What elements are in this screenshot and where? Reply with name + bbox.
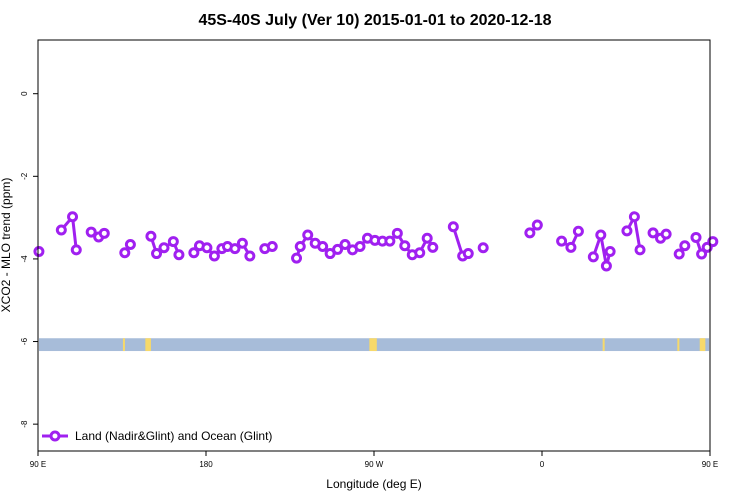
- data-point: [294, 241, 306, 253]
- legend-label: Land (Nadir&Glint) and Ocean (Glint): [75, 429, 272, 443]
- data-point: [707, 236, 719, 248]
- data-point: [119, 247, 131, 259]
- data-point: [647, 227, 659, 239]
- data-point: [173, 249, 185, 261]
- land-patch: [677, 338, 680, 352]
- y-tick-label: -2: [20, 172, 29, 180]
- data-point: [302, 229, 314, 241]
- data-point: [447, 221, 459, 233]
- data-point: [696, 248, 708, 260]
- data-point: [188, 247, 200, 259]
- data-point: [587, 251, 599, 263]
- x-tick-label: 90 E: [30, 460, 46, 469]
- land-patch: [122, 338, 125, 352]
- data-point: [291, 252, 303, 264]
- data-point: [229, 243, 241, 255]
- x-tick-label: 0: [540, 460, 545, 469]
- data-point: [421, 232, 433, 244]
- x-tick-label: 90 W: [365, 460, 384, 469]
- series-layer: [33, 211, 719, 272]
- y-tick-label: -4: [20, 255, 29, 263]
- data-point: [399, 240, 411, 252]
- data-point: [690, 231, 702, 243]
- data-point: [531, 219, 543, 231]
- data-point: [98, 227, 110, 239]
- data-point: [391, 227, 403, 239]
- data-point: [634, 244, 646, 256]
- data-point: [33, 245, 45, 257]
- chart-title: 45S-40S July (Ver 10) 2015-01-01 to 2020…: [198, 12, 551, 29]
- data-point: [679, 240, 691, 252]
- data-point: [167, 236, 179, 248]
- legend: Land (Nadir&Glint) and Ocean (Glint): [42, 429, 272, 443]
- data-point: [673, 248, 685, 260]
- data-point: [236, 237, 248, 249]
- data-point: [600, 260, 612, 272]
- y-tick-label: 0: [20, 91, 29, 96]
- data-point: [621, 225, 633, 237]
- series-line: [591, 233, 612, 268]
- x-tick-label: 90 E: [702, 460, 718, 469]
- data-point: [354, 241, 366, 253]
- data-point: [70, 244, 82, 256]
- legend-marker-swatch: [49, 430, 61, 442]
- y-axis-label: XCO2 - MLO trend (ppm): [0, 178, 13, 313]
- land-patch: [602, 338, 605, 352]
- data-point: [67, 211, 79, 223]
- data-point: [201, 242, 213, 254]
- land-ocean-band: [39, 338, 709, 352]
- data-point: [332, 243, 344, 255]
- y-tick-label: -6: [20, 337, 29, 345]
- data-point: [477, 242, 489, 254]
- data-point: [339, 238, 351, 250]
- data-point: [572, 225, 584, 237]
- data-point: [628, 211, 640, 223]
- data-point: [158, 242, 170, 254]
- data-point: [595, 229, 607, 241]
- land-patch: [699, 338, 706, 352]
- x-tick-label: 180: [199, 460, 213, 469]
- data-point: [244, 250, 256, 262]
- data-point: [660, 228, 672, 240]
- data-point: [55, 224, 67, 236]
- data-point: [414, 247, 426, 259]
- x-axis-label: Longitude (deg E): [326, 477, 421, 491]
- data-point: [462, 248, 474, 260]
- data-point: [208, 250, 220, 262]
- data-point: [317, 241, 329, 253]
- x-axis: 90 E 180 90 W 0 90 E: [30, 451, 718, 469]
- land-patch: [145, 338, 151, 352]
- data-point: [145, 230, 157, 242]
- data-point: [266, 241, 278, 253]
- data-point: [85, 226, 97, 238]
- data-point: [124, 238, 136, 250]
- data-point: [524, 227, 536, 239]
- data-point: [565, 241, 577, 253]
- y-tick-label: -8: [20, 420, 29, 428]
- data-point: [151, 248, 163, 260]
- data-point: [556, 235, 568, 247]
- data-point: [427, 241, 439, 253]
- y-axis: 0 -2 -4 -6 -8: [20, 91, 38, 428]
- land-patch: [369, 338, 377, 352]
- data-point: [604, 245, 616, 257]
- data-point: [384, 235, 396, 247]
